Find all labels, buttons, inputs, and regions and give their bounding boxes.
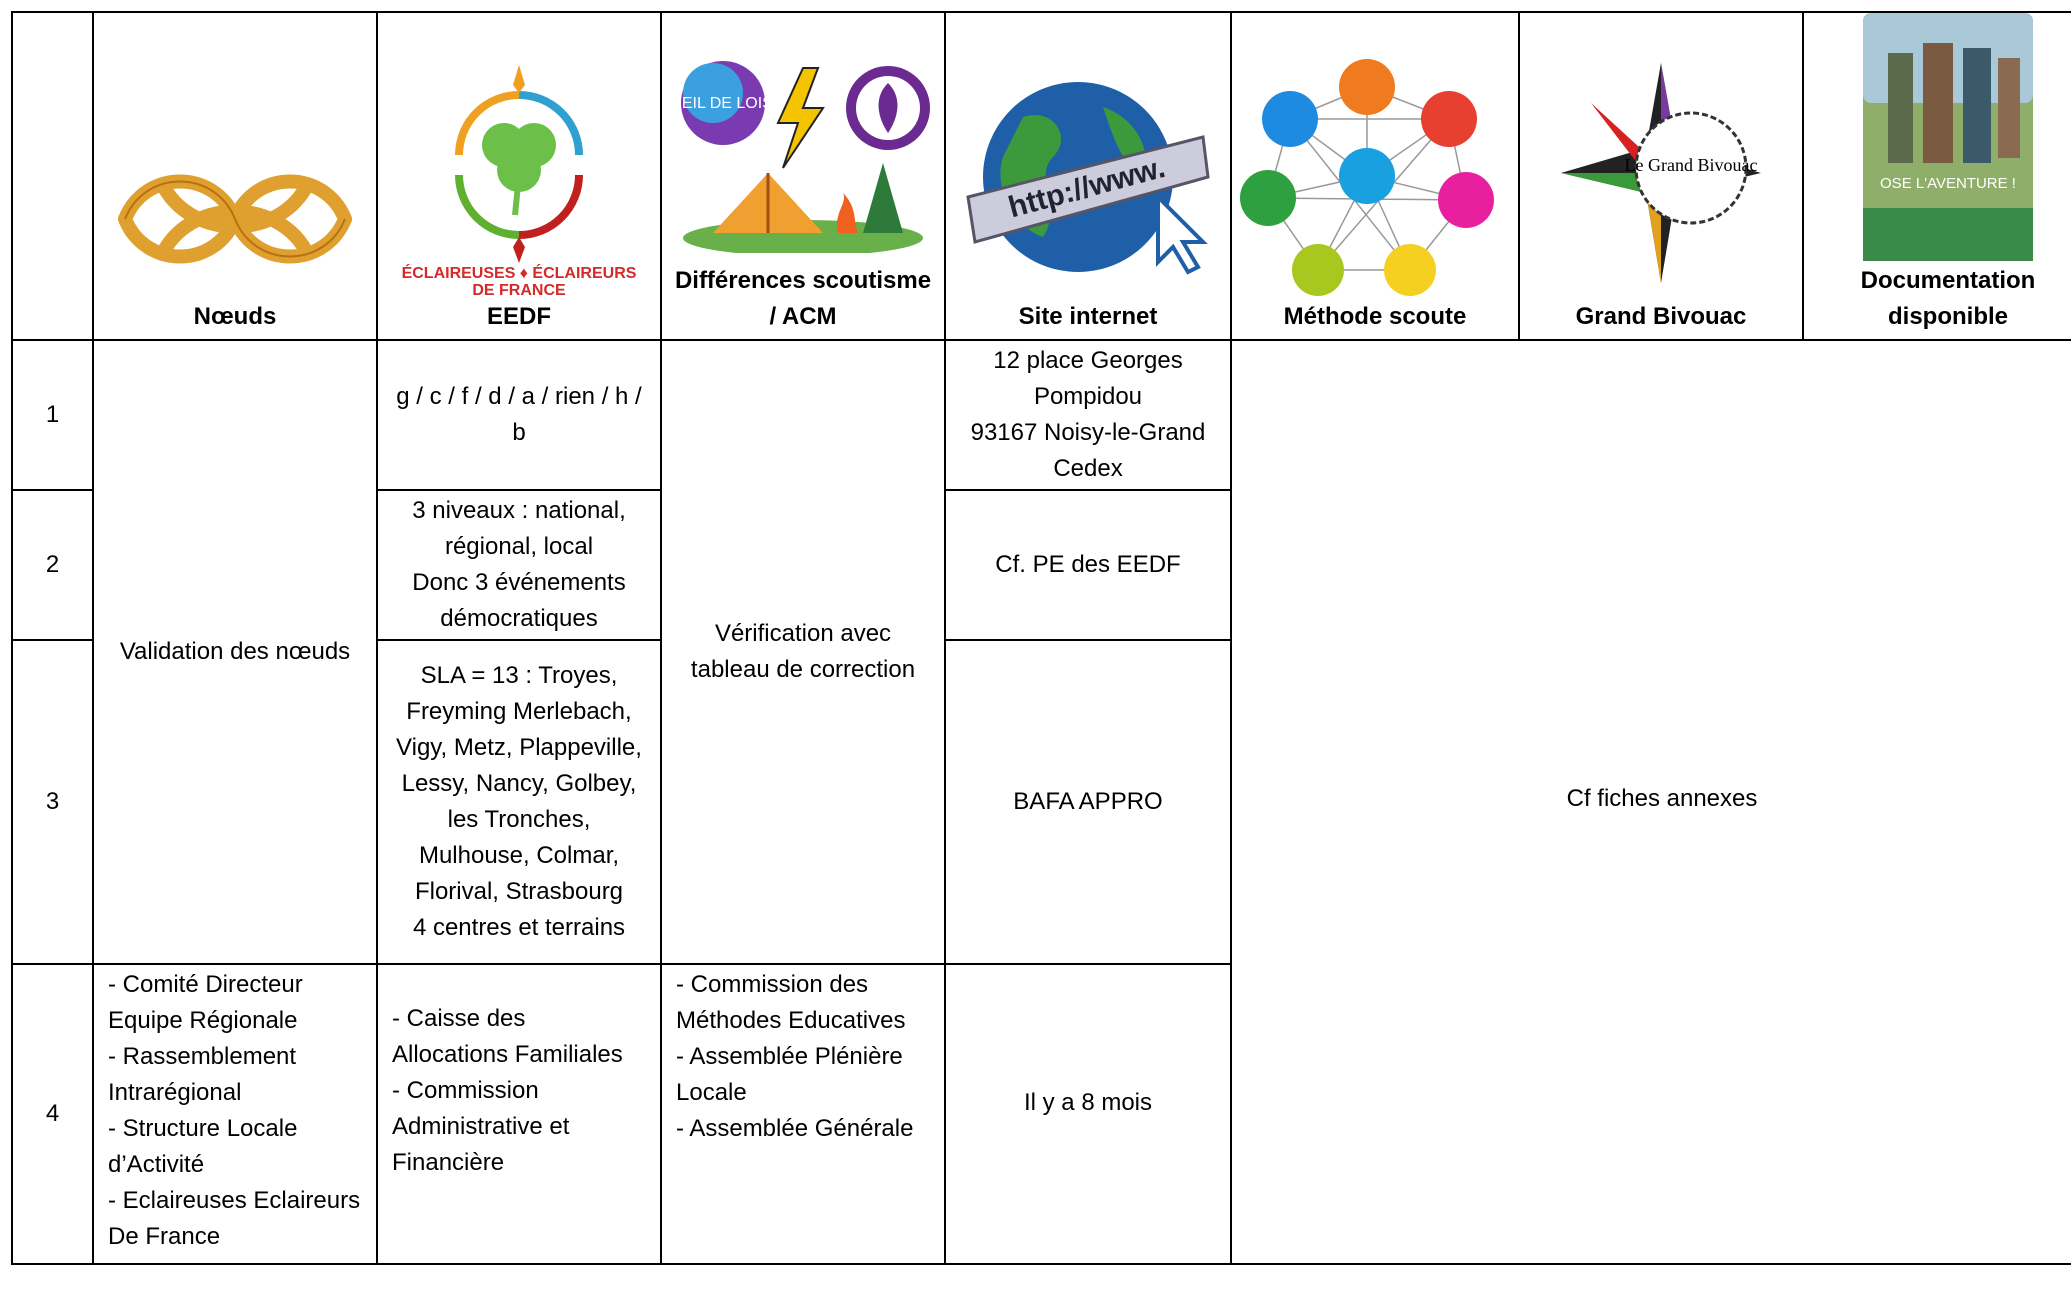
row-number: 1 [11,339,94,491]
header-cell: Le Grand Bivouac Grand Bivouac [1518,11,1804,341]
cell-line: Donc 3 événements démocratiques [412,569,626,632]
row: 2 3 niveaux : national, régional, local D… [11,489,2071,641]
cell: - Comité Directeur Equipe Régionale - Ras… [92,963,378,1265]
cell: Cf fiches annexes [1230,339,2071,1265]
header-label: Grand Bivouac [1575,303,1747,330]
list-item: - Structure Locale d’Activité [108,1115,298,1178]
cell-line: g / c / f / d / a / rien / h / b [396,383,642,446]
eedf-logo-text: DE FRANCE [472,282,566,299]
cell: 3 niveaux : national, régional, local Don… [376,489,662,641]
cell: SLA = 13 : Troyes, Freyming Merlebach, V… [376,639,662,965]
cell-text: Vérification avec tableau de correction [690,620,916,683]
header-cell: OSE L'AVENTURE ! Documentation disponibl… [1802,11,2071,341]
header-label: Différences scoutisme / ACM [674,267,932,330]
acm-icon: ACCUEIL DE LOISIRS [673,61,930,253]
list-item: - Commission Administrative et Financièr… [392,1077,570,1176]
cell-line: 3 niveaux : national, régional, local [412,497,626,560]
table: Nœuds ÉCLAIREUSES ♦ ÉCLAIREURS DE FRANCE… [11,11,2071,1265]
header-label: Site internet [1018,303,1158,330]
row-number: 4 [11,963,94,1265]
cell: BAFA APPRO [944,639,1232,965]
header-cell: ÉCLAIREUSES ♦ ÉCLAIREURS DE FRANCE EEDF [376,11,662,341]
cell-line: BAFA APPRO [1013,788,1163,815]
table-wrap: Nœuds ÉCLAIREUSES ♦ ÉCLAIREURS DE FRANCE… [11,11,2071,1311]
cell: g / c / f / d / a / rien / h / b [376,339,662,491]
cell-line: 4 centres et terrains [412,914,626,941]
cell-line: 93167 Noisy-le-Grand Cedex [970,419,1206,482]
header-cell: Nœuds [92,11,378,341]
header-cell: http://www. Site internet [944,11,1232,341]
cell: Validation des nœuds [92,339,378,965]
bivouac-icon: Le Grand Bivouac [1561,63,1761,283]
corner-cell [11,11,94,341]
cell: - Caisse des Allocations Familiales - Com… [376,963,662,1265]
cell-line: 12 place Georges Pompidou [993,347,1183,410]
knot-icon [118,174,352,264]
site-icon: http://www. [966,82,1210,275]
list-item: - Caisse des Allocations Familiales [392,1005,623,1068]
header-label: Documentation disponible [1860,267,2036,330]
list-item: - Rassemblement Intrarégional [108,1043,297,1106]
list-item: - Commission des Méthodes Educatives [676,971,906,1034]
method-icon [1240,59,1494,296]
bivouac-logo-text: Le Grand Bivouac [1625,155,1758,175]
cell: Il y a 8 mois [944,963,1232,1265]
header-label: Nœuds [193,303,277,330]
header-label: Méthode scoute [1283,303,1467,330]
row-number: 2 [11,489,94,641]
header-cell: ACCUEIL DE LOISIRS Différences scoutisme… [660,11,946,341]
header-label: EEDF [486,303,551,330]
cell-line: Cf. PE des EEDF [995,551,1181,578]
list-item: - Assemblée Générale [676,1115,914,1142]
header-cell: Méthode scoute [1230,11,1520,341]
row-number: 3 [11,639,94,965]
cell: 12 place Georges Pompidou 93167 Noisy-le-… [944,339,1232,491]
cell-line: SLA = 13 : Troyes, Freyming Merlebach, V… [396,662,642,905]
doc-cover: OSE L'AVENTURE ! [1863,14,2033,261]
page: Nœuds ÉCLAIREUSES ♦ ÉCLAIREURS DE FRANCE… [11,11,2071,1265]
eedf-logo-text: ÉCLAIREUSES ♦ ÉCLAIREURS [401,265,637,282]
header-row: Nœuds ÉCLAIREUSES ♦ ÉCLAIREURS DE FRANCE… [11,11,2071,341]
acm-logo-text: ACCUEIL DE LOISIRS [673,95,800,112]
cell: Cf. PE des EEDF [944,489,1232,641]
row: 1 Validation des nœuds g / c / f / d / a… [11,339,2071,1265]
list-item: - Assemblée Plénière Locale [676,1043,903,1106]
doc-cover-text: OSE L'AVENTURE ! [1880,175,2016,192]
cell: - Commission des Méthodes Educatives - As… [660,963,946,1265]
cell: Vérification avec tableau de correction [660,339,946,965]
cell-text: Validation des nœuds [119,638,351,665]
row: 4 - Comité Directeur Equipe Régionale - R… [11,963,2071,1265]
cell-text: Cf fiches annexes [1566,785,1758,812]
row: 3 SLA = 13 : Troyes, Freyming Merlebach,… [11,639,2071,965]
list-item: - Eclaireuses Eclaireurs De France [108,1187,361,1250]
list-item: - Comité Directeur Equipe Régionale [108,971,303,1034]
eedf-logo [455,65,583,263]
cell-line: Il y a 8 mois [1023,1089,1153,1116]
